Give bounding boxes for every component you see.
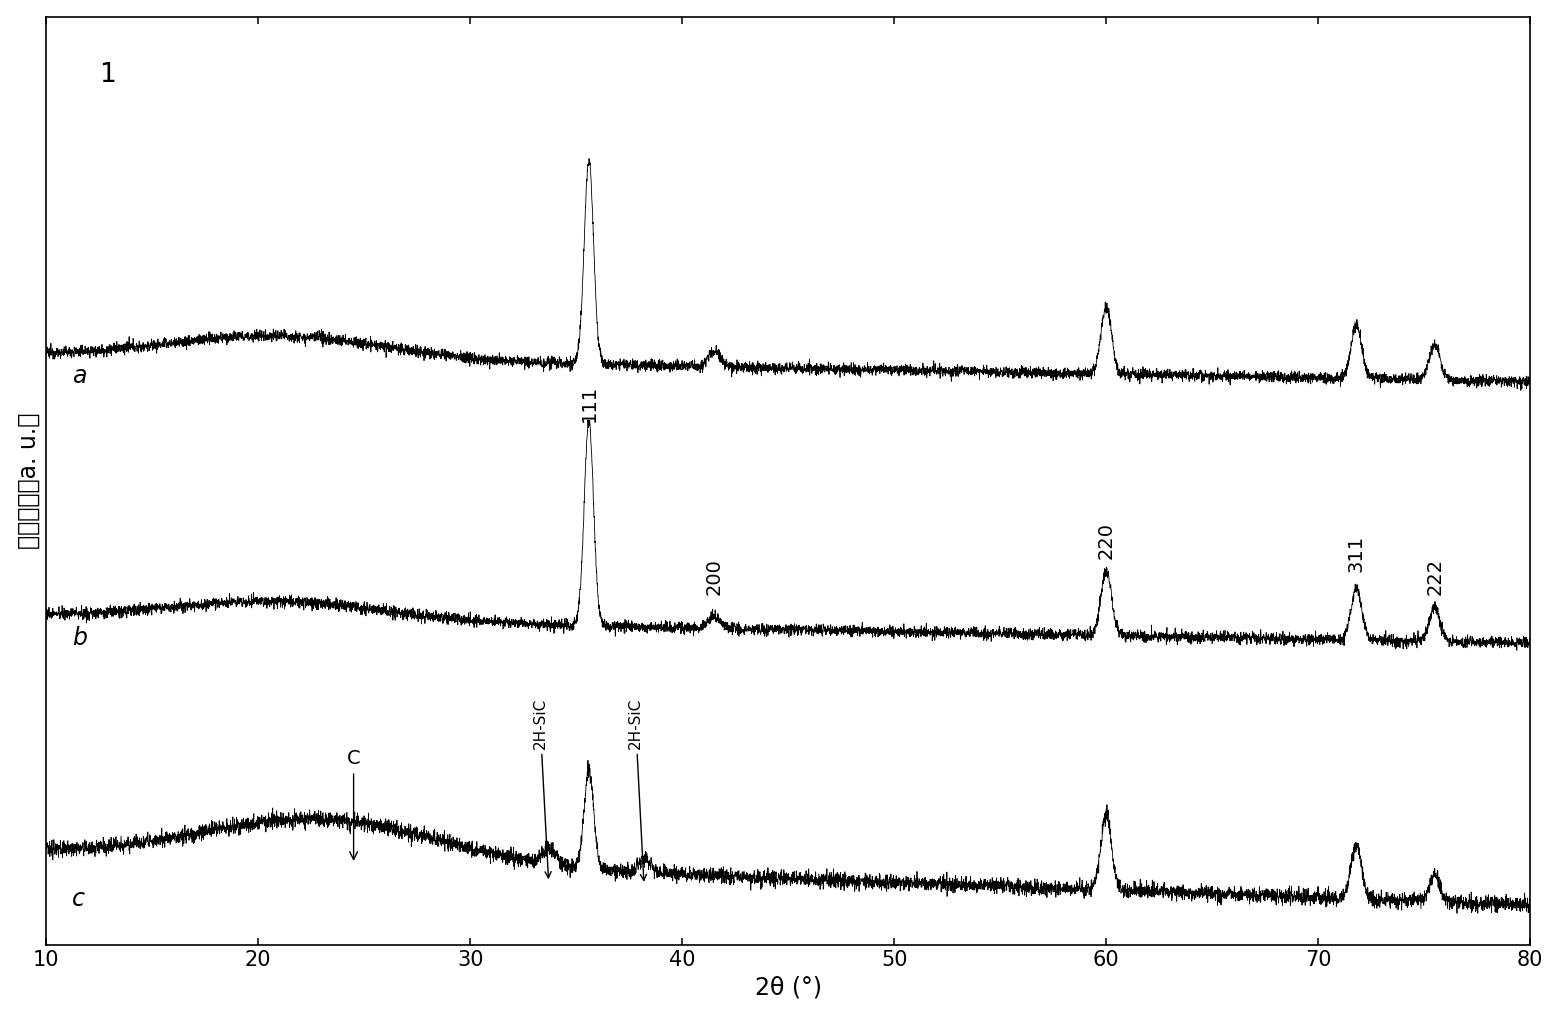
Text: a: a xyxy=(72,364,86,388)
Text: 220: 220 xyxy=(1097,522,1115,559)
Text: 111: 111 xyxy=(579,385,599,422)
Text: 1: 1 xyxy=(100,62,115,88)
Y-axis label: 相对强度（a. u.）: 相对强度（a. u.） xyxy=(17,412,41,549)
Text: 2H-SiC: 2H-SiC xyxy=(629,698,646,881)
Text: c: c xyxy=(72,887,84,911)
X-axis label: 2θ (°): 2θ (°) xyxy=(755,975,822,1000)
Text: 2H-SiC: 2H-SiC xyxy=(532,698,551,878)
Text: 222: 222 xyxy=(1426,558,1445,594)
Text: C: C xyxy=(346,750,360,860)
Text: b: b xyxy=(72,626,87,649)
Text: 200: 200 xyxy=(705,558,724,594)
Text: 311: 311 xyxy=(1346,535,1367,572)
